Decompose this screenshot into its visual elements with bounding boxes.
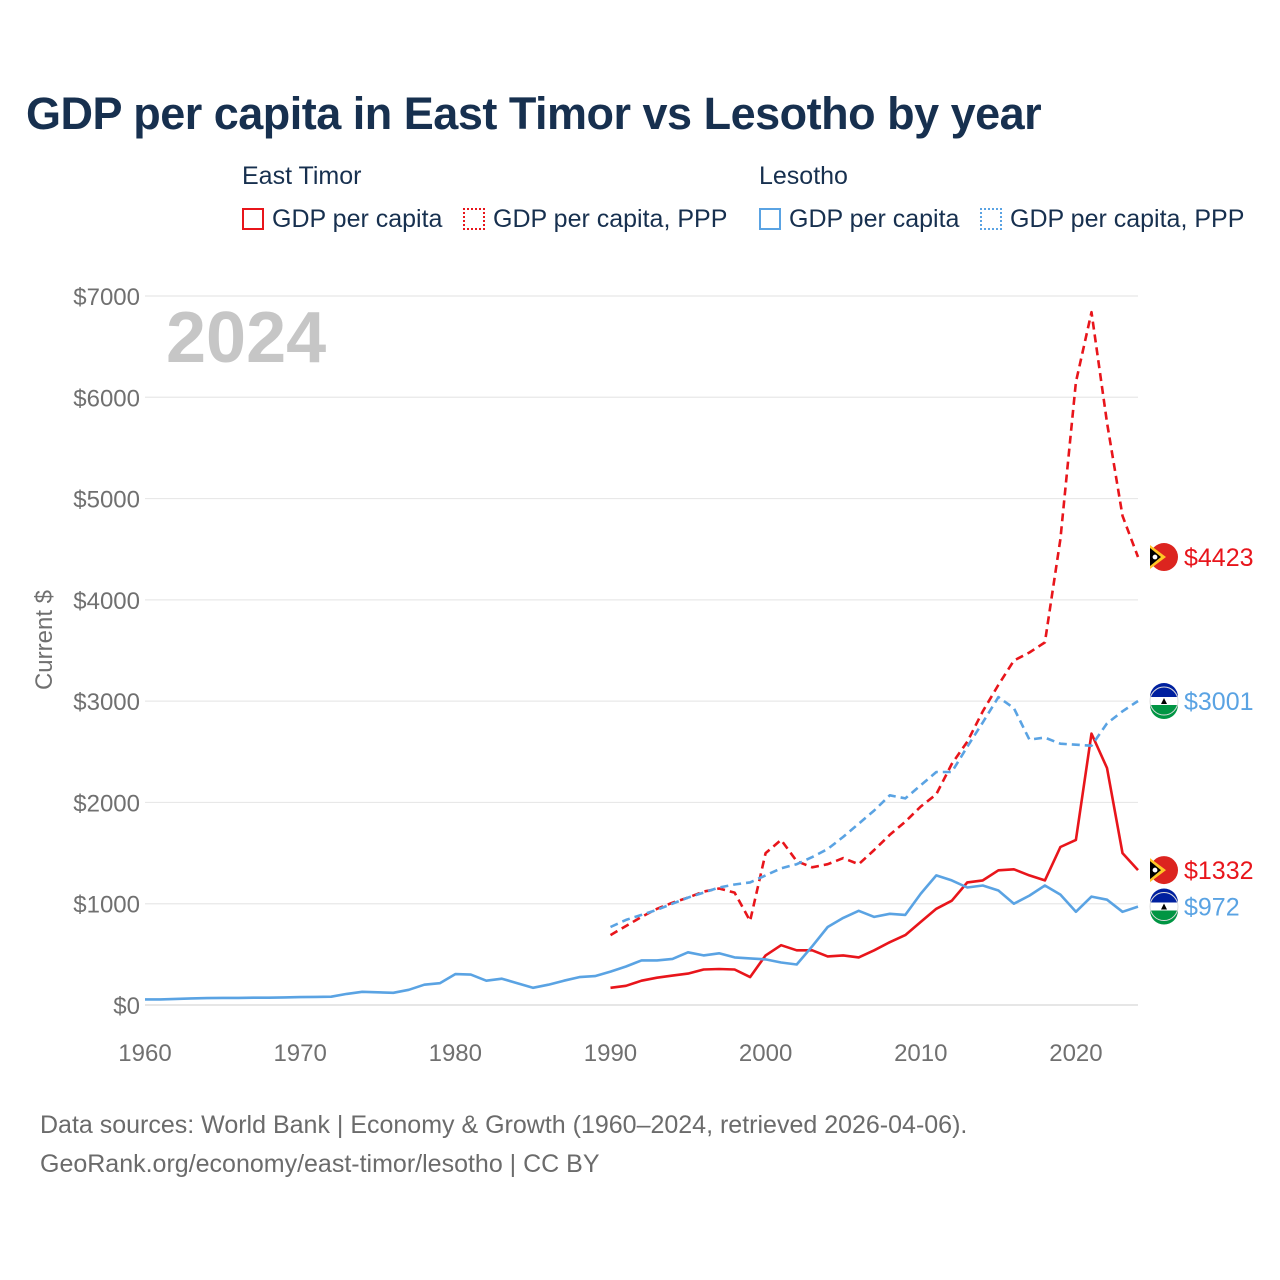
flag-hat [1161,698,1167,705]
series-line [610,732,1139,990]
flag-hat [1161,903,1167,910]
legend-label: GDP per capita, PPP [493,204,728,233]
y-tick-label: $7000 [73,284,140,311]
legend-swatch-solid-blue [759,208,781,230]
y-tick-label: $3000 [73,689,140,716]
flag-outline [1149,892,1179,922]
flag-band-blue [1150,888,1178,903]
year-watermark: 2024 [166,298,326,378]
x-tick-label: 1980 [429,1040,482,1067]
legend-swatch-solid-red [242,208,264,230]
flag-band-green [1150,910,1178,925]
y-tick-label: $1000 [73,892,140,919]
flag-band-green [1150,705,1178,720]
x-tick-label: 1960 [118,1040,171,1067]
legend-item-lesotho-gdp[interactable]: GDP per capita [759,203,959,235]
source-line-1: Data sources: World Bank | Economy & Gro… [40,1111,968,1139]
end-value-label: $972 [1184,894,1240,922]
end-value-label: $1332 [1184,857,1254,885]
y-tick-label: $5000 [73,487,140,514]
y-tick-label: $0 [113,993,140,1020]
flag-marker [1150,856,1178,885]
flag-marker [1149,888,1179,925]
series-layer [145,310,1140,1001]
source-line-2[interactable]: GeoRank.org/economy/east-timor/lesotho |… [40,1150,600,1178]
series-line [609,310,1140,937]
x-tick-label: 1970 [273,1040,326,1067]
legend-group-east-timor: East Timor [242,162,362,190]
source-note: Data sources: World Bank | Economy & Gro… [40,1106,967,1184]
x-tick-label: 2020 [1049,1040,1102,1067]
series-line [609,695,1139,929]
flag-band-blue [1150,683,1178,698]
flag-marker [1149,683,1179,720]
y-tick-label: $6000 [73,385,140,412]
flag-star [1152,867,1158,873]
grid-layer [145,295,1138,1006]
x-tick-label: 1990 [584,1040,637,1067]
end-value-label: $4423 [1184,544,1254,572]
flag-star [1152,554,1158,560]
series-line [145,874,1139,1001]
legend-item-lesotho-ppp[interactable]: GDP per capita, PPP [980,203,1244,235]
x-tick-label: 2000 [739,1040,792,1067]
end-value-label: $3001 [1184,688,1254,716]
legend-label: GDP per capita [272,204,443,233]
legend-swatch-dotted-red [463,208,485,230]
y-axis-label: Current $ [31,590,58,690]
x-tick-label: 2010 [894,1040,947,1067]
y-tick-label: $4000 [73,588,140,615]
marker-layer: $1332 $4423 $972 $3001 [1149,543,1254,925]
legend-label: GDP per capita [789,204,960,233]
legend-swatch-dotted-blue [980,208,1002,230]
y-tick-label: $2000 [73,790,140,817]
line-chart: 2024 Current $ $0 $1000 $2000 $3000 $4000 $50… [31,284,1254,1067]
legend-item-east-timor-gdp[interactable]: GDP per capita [242,203,442,235]
flag-marker [1150,543,1178,572]
chart-title: GDP per capita in East Timor vs Lesotho … [26,88,1042,139]
legend-item-east-timor-ppp[interactable]: GDP per capita, PPP [463,203,727,235]
tick-layer: $0 $1000 $2000 $3000 $4000 $5000 $6000 $7000 196… [73,284,1102,1067]
legend-group-lesotho: Lesotho [759,162,848,190]
flag-outline [1149,686,1179,716]
legend-label: GDP per capita, PPP [1010,204,1245,233]
